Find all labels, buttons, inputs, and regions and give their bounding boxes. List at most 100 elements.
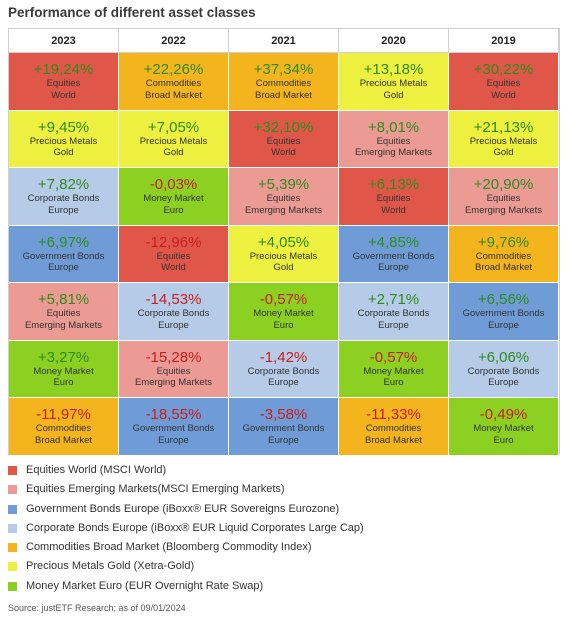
legend-swatch (8, 504, 17, 514)
cell-asset-line2: Gold (163, 147, 184, 158)
cell-value: +20,90% (473, 176, 534, 193)
cell-asset-line1: Commodities (255, 78, 312, 89)
cell-value: +5,81% (37, 291, 90, 308)
legend-swatch (8, 523, 17, 533)
cell-asset-line1: Equities (266, 193, 301, 204)
cell-2022-rank-2: +7,05% Precious Metals Gold (119, 110, 229, 168)
cell-2023-rank-1: +19,24% Equities World (9, 53, 119, 111)
cell-value: +6,56% (477, 291, 530, 308)
cell-asset-line2: Euro (53, 377, 74, 388)
cell-asset-line2: Europe (48, 204, 79, 216)
cell-2023-rank-5: +5,81% Equities Emerging Markets (9, 283, 119, 341)
cell-asset-line1: Corporate Bonds (357, 308, 430, 319)
cell-value: +5,39% (257, 176, 310, 193)
cell-2019-rank-2: +21,13% Precious Metals Gold (449, 110, 559, 168)
cell-2022-rank-6: -15,28% Equities Emerging Markets (119, 340, 229, 398)
cell-2019-rank-3: +20,90% Equities Emerging Markets (449, 168, 559, 226)
cell-2022-rank-7: -18,55% Government Bonds Europe (119, 398, 229, 456)
cell-2019-rank-4: +9,76% Commodities Broad Market (449, 225, 559, 283)
cell-asset-line1: Equities (266, 135, 301, 147)
cell-2019-rank-6: +6,06% Corporate Bonds Europe (449, 340, 559, 398)
cell-asset-line1: Government Bonds (242, 423, 325, 434)
cell-asset-line2: World (491, 89, 516, 101)
legend-swatch (8, 581, 17, 591)
cell-value: +8,01% (367, 118, 420, 136)
legend-label: Corporate Bonds Europe (iBoxx® EUR Liqui… (26, 521, 364, 534)
cell-asset-line1: Money Market (473, 423, 534, 434)
cell-asset-line1: Money Market (363, 365, 424, 377)
cell-asset-line2: Broad Market (34, 434, 93, 446)
cell-2020-rank-3: +6,13% Equities World (339, 168, 449, 226)
cell-asset-line1: Commodities (145, 78, 202, 89)
cell-2023-rank-2: +9,45% Precious Metals Gold (9, 110, 119, 168)
year-header-2023: 2023 (9, 29, 119, 53)
cell-2020-rank-6: -0,57% Money Market Euro (339, 340, 449, 398)
cell-2021-rank-3: +5,39% Equities Emerging Markets (229, 168, 339, 226)
cell-asset-line2: Gold (383, 89, 404, 101)
cell-asset-line1: Government Bonds (22, 250, 105, 262)
cell-asset-line1: Government Bonds (132, 423, 215, 434)
cell-asset-line2: Emerging Markets (464, 204, 543, 216)
cell-asset-line2: Emerging Markets (354, 147, 433, 158)
cell-asset-line2: Europe (158, 434, 189, 446)
cell-value: +2,71% (367, 291, 420, 308)
legend-swatch (8, 562, 17, 572)
cell-2020-rank-2: +8,01% Equities Emerging Markets (339, 110, 449, 168)
cell-2021-rank-1: +37,34% Commodities Broad Market (229, 53, 339, 111)
cell-2021-rank-6: -1,42% Corporate Bonds Europe (229, 340, 339, 398)
cell-asset-line1: Precious Metals (359, 78, 428, 89)
cell-asset-line2: Gold (493, 147, 514, 158)
cell-asset-line2: Emerging Markets (244, 204, 323, 216)
cell-2020-rank-1: +13,18% Precious Metals Gold (339, 53, 449, 111)
legend-label: Government Bonds Europe (iBoxx® EUR Sove… (26, 502, 340, 515)
cell-asset-line1: Money Market (33, 365, 94, 377)
cell-asset-line1: Equities (376, 193, 411, 204)
cell-value: +22,26% (143, 61, 204, 78)
cell-value: -0,49% (479, 406, 528, 423)
cell-asset-line2: Europe (158, 319, 189, 331)
legend-swatch (8, 466, 17, 475)
cell-asset-line2: Broad Market (254, 89, 313, 101)
cell-value: +4,85% (367, 233, 420, 251)
cell-2021-rank-7: -3,58% Government Bonds Europe (229, 398, 339, 456)
cell-value: +37,34% (253, 61, 314, 78)
cell-asset-line2: Euro (383, 377, 404, 388)
cell-asset-line2: World (161, 262, 186, 273)
cell-value: -11,33% (366, 406, 421, 423)
cell-asset-line1: Money Market (143, 193, 204, 204)
cell-2019-rank-1: +30,22% Equities World (449, 53, 559, 111)
cell-asset-line2: Europe (268, 434, 299, 446)
year-header-2022: 2022 (119, 29, 229, 53)
cell-asset-line1: Money Market (253, 308, 314, 319)
cell-2021-rank-5: -0,57% Money Market Euro (229, 283, 339, 341)
cell-value: +9,76% (477, 233, 530, 251)
cell-value: -0,03% (149, 176, 198, 193)
cell-value: +21,13% (473, 118, 534, 136)
cell-2019-rank-7: -0,49% Money Market Euro (449, 398, 559, 456)
cell-asset-line1: Commodities (35, 423, 92, 434)
year-header-2019: 2019 (449, 29, 559, 53)
cell-value: +30,22% (473, 61, 534, 78)
cell-value: +19,24% (33, 61, 94, 78)
cell-2022-rank-4: -12,96% Equities World (119, 225, 229, 283)
cell-2020-rank-5: +2,71% Corporate Bonds Europe (339, 283, 449, 341)
legend-label: Commodities Broad Market (Bloomberg Comm… (26, 541, 312, 554)
cell-2020-rank-4: +4,85% Government Bonds Europe (339, 225, 449, 283)
cell-value: +3,27% (37, 348, 90, 366)
cell-value: +4,05% (257, 233, 310, 251)
cell-value: +7,05% (147, 118, 200, 136)
cell-asset-line1: Equities (486, 193, 521, 204)
cell-value: -18,55% (145, 406, 202, 423)
cell-asset-line2: Broad Market (474, 262, 533, 273)
cell-value: -11,97% (36, 406, 91, 423)
cell-2020-rank-7: -11,33% Commodities Broad Market (339, 398, 449, 456)
year-header-2021: 2021 (229, 29, 339, 53)
cell-asset-line2: Emerging Markets (24, 319, 103, 331)
cell-2023-rank-6: +3,27% Money Market Euro (9, 340, 119, 398)
legend-swatch (8, 543, 17, 553)
cell-asset-line1: Precious Metals (249, 250, 318, 262)
cell-asset-line2: Gold (53, 147, 74, 158)
cell-asset-line2: Euro (273, 319, 294, 331)
cell-asset-line2: Europe (488, 377, 519, 388)
cell-asset-line2: Emerging Markets (134, 377, 213, 388)
